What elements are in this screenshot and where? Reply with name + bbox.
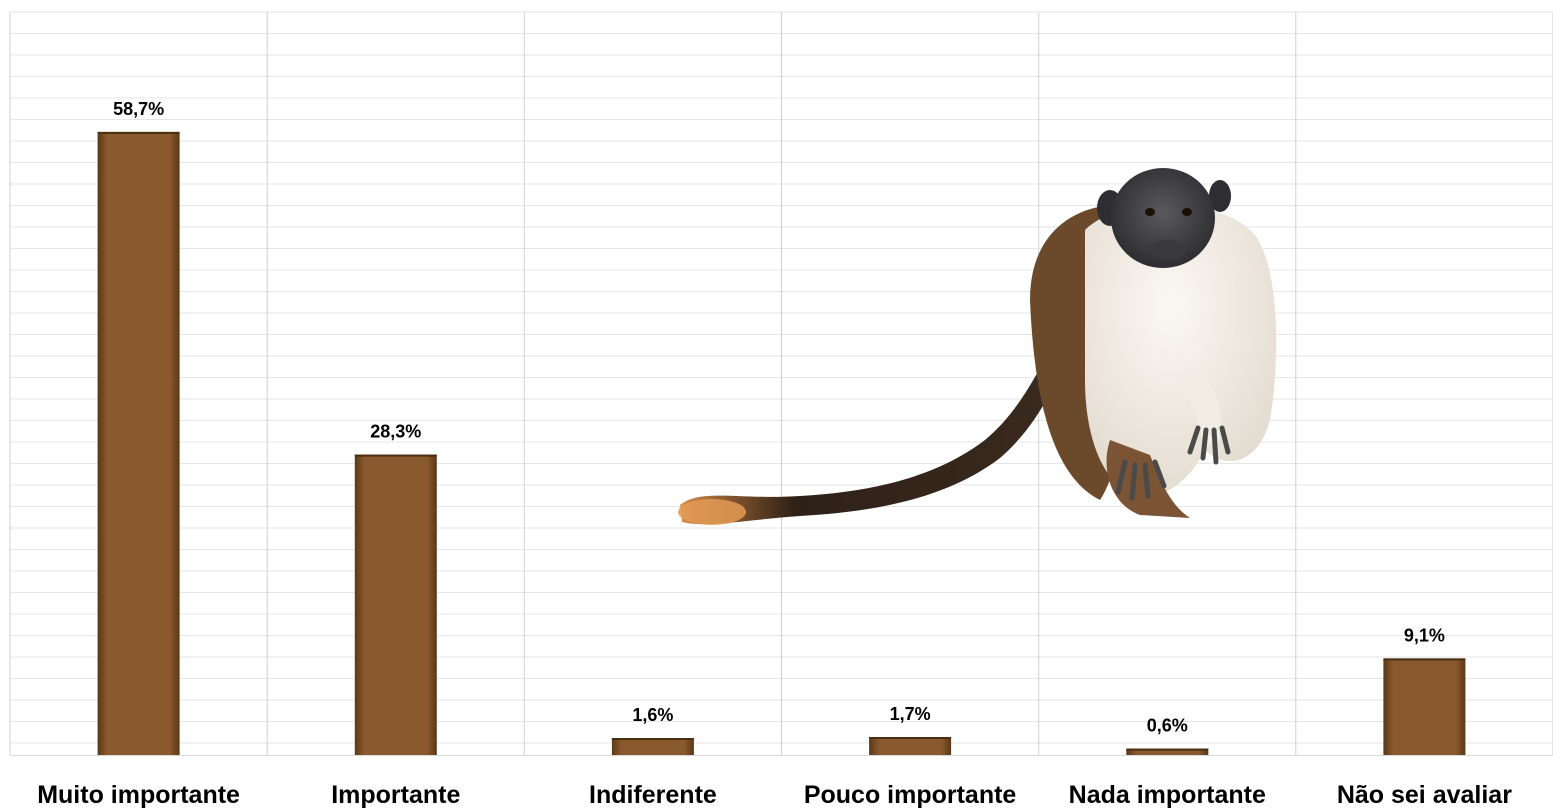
data-label: 28,3% [370, 422, 421, 442]
bar-top-edge [869, 737, 952, 739]
category-label: Pouco importante [804, 781, 1017, 808]
monkey-hand-right [1187, 425, 1231, 465]
data-label: 58,7% [113, 99, 164, 119]
monkey-tail-tip [678, 499, 746, 525]
bar-top-edge [1383, 658, 1466, 661]
bar [869, 737, 952, 755]
category-label: Muito importante [37, 781, 240, 808]
monkey-eye-right [1182, 208, 1192, 216]
category-label: Não sei avaliar [1337, 781, 1512, 808]
monkey-ear-right [1209, 180, 1231, 212]
bar [354, 454, 437, 755]
category-labels: Muito importante Importante Indiferente Pou… [37, 781, 1512, 808]
category-dividers [9, 12, 1553, 755]
bar-top-edge [1126, 748, 1209, 751]
category-label: Nada importante [1069, 781, 1266, 808]
bar [97, 131, 180, 755]
monkey-mouth [1150, 240, 1186, 260]
category-label: Indiferente [589, 781, 717, 808]
bar-top-edge [97, 131, 180, 134]
data-label: 1,7% [890, 704, 931, 724]
monkey-eye-left [1145, 208, 1155, 216]
monkey-arm [1180, 370, 1222, 448]
bar-top-edge [611, 738, 694, 740]
bar-top-edge [354, 454, 437, 457]
data-labels: 58,7% 28,3% 1,6% 1,7% 0,6% 9,1% [113, 99, 1445, 736]
bars [97, 131, 1466, 755]
monkey-head [1111, 168, 1215, 268]
monkey-hand-left [1115, 459, 1167, 501]
data-label: 1,6% [632, 705, 673, 725]
monkey-image [678, 168, 1277, 525]
data-label: 0,6% [1147, 716, 1188, 736]
bar [611, 738, 694, 755]
bar [1383, 658, 1466, 755]
category-label: Importante [331, 781, 460, 808]
data-label: 9,1% [1404, 625, 1445, 645]
monkey-body [1085, 204, 1277, 496]
bar [1126, 748, 1209, 755]
